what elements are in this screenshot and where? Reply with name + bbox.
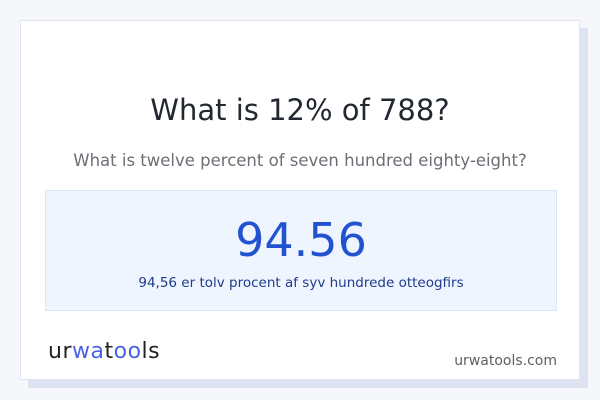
answer-words: 94,56 er tolv procent af syv hundrede ot… [138, 275, 464, 291]
urwatools-logo: urwatools [48, 339, 161, 364]
answer-box: 94.56 94,56 er tolv procent af syv hundr… [45, 190, 557, 311]
answer-value: 94.56 [235, 213, 367, 267]
page-title: What is 12% of 788? [150, 93, 450, 127]
site-url: urwatools.com [454, 353, 557, 369]
result-card: What is 12% of 788? What is twelve perce… [20, 20, 580, 380]
page-subtitle: What is twelve percent of seven hundred … [73, 151, 527, 170]
